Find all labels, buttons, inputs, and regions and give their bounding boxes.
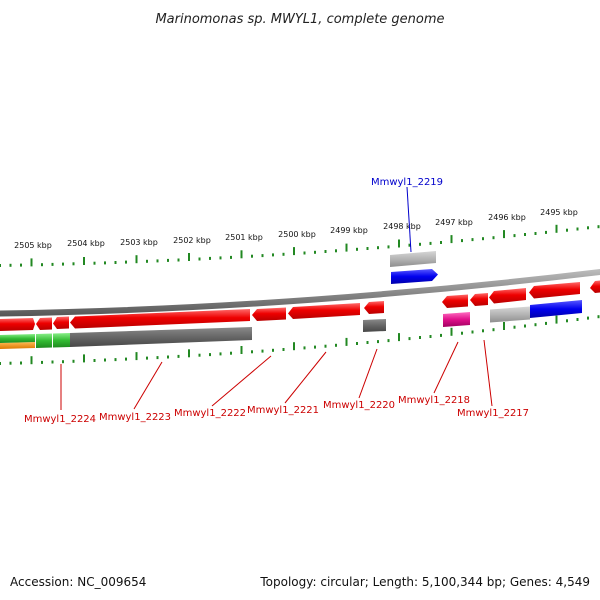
inner-tick-ring [0,315,600,365]
inner-feature-track [0,300,582,349]
tick-label-2503: 2503 kbp [120,238,158,247]
gene-label-2223[interactable]: Mmwyl1_2223 [99,412,171,423]
cds-gene-edge[interactable] [590,280,600,294]
orange-feature[interactable] [0,342,35,349]
gene-label-2217[interactable]: Mmwyl1_2217 [457,408,529,419]
green-feature-a[interactable] [0,334,35,343]
cds-gene-2217b[interactable] [529,282,580,299]
gene-label-2220[interactable]: Mmwyl1_2220 [323,400,395,411]
tick-label-2497: 2497 kbp [435,218,473,227]
green-feature-c[interactable] [53,333,70,348]
outer-feature-track [390,251,438,284]
cds-gene-2221a[interactable] [252,307,286,322]
gene-labels: Mmwyl1_2219 Mmwyl1_2224 Mmwyl1_2223 Mmwy… [24,177,529,425]
tick-label-2500: 2500 kbp [278,230,316,239]
blue-gene-2219[interactable] [391,269,438,284]
leader-2223 [133,361,163,410]
label-leaders [60,186,493,410]
cds-gene-2224[interactable] [0,318,35,331]
leader-2221 [284,351,327,404]
tick-label-2499: 2499 kbp [330,226,368,235]
cds-gene-2224b[interactable] [36,317,52,331]
cds-gene-2220[interactable] [364,301,384,314]
genome-backbone [0,269,600,317]
gene-label-2221[interactable]: Mmwyl1_2221 [247,405,319,416]
leader-2220 [358,348,378,399]
light-gray-feature-2217[interactable] [490,306,530,323]
green-feature-b[interactable] [36,333,52,349]
magenta-gene-2218[interactable] [443,312,470,327]
outer-tick-ring [0,224,600,267]
blue-feature-2217[interactable] [530,300,582,318]
leader-2217 [483,339,493,407]
cds-gene-2218a[interactable] [442,294,468,309]
map-title: Marinomonas sp. MWYL1, complete genome [155,12,444,27]
tick-label-2498: 2498 kbp [383,222,421,231]
leader-2222 [211,355,272,407]
gene-label-2224[interactable]: Mmwyl1_2224 [24,414,96,425]
cds-track [0,280,600,331]
tick-label-2501: 2501 kbp [225,233,263,242]
tick-label-2505: 2505 kbp [14,241,52,250]
cds-gene-2223[interactable] [53,316,69,330]
gene-label-2219[interactable]: Mmwyl1_2219 [371,177,443,188]
cds-gene-2222[interactable] [70,309,250,329]
tick-label-2496: 2496 kbp [488,213,526,222]
gray-feature-2223[interactable] [70,327,252,347]
cds-gene-2221[interactable] [288,303,360,319]
leader-2218 [433,341,459,394]
gene-label-2218[interactable]: Mmwyl1_2218 [398,395,470,406]
light-gray-feature-top[interactable] [390,251,436,267]
cds-gene-2217a[interactable] [489,288,526,304]
accession-text: Accession: NC_009654 [10,575,147,589]
cds-gene-2218b[interactable] [470,293,488,306]
leader-2219 [406,186,412,253]
tick-labels: 2505 kbp 2504 kbp 2503 kbp 2502 kbp 2501… [14,208,578,250]
genome-summary-text: Topology: circular; Length: 5,100,344 bp… [260,575,590,589]
tick-label-2504: 2504 kbp [67,239,105,248]
tick-label-2495: 2495 kbp [540,208,578,217]
gray-feature-2220[interactable] [363,319,386,332]
tick-label-2502: 2502 kbp [173,236,211,245]
gene-label-2222[interactable]: Mmwyl1_2222 [174,408,246,419]
